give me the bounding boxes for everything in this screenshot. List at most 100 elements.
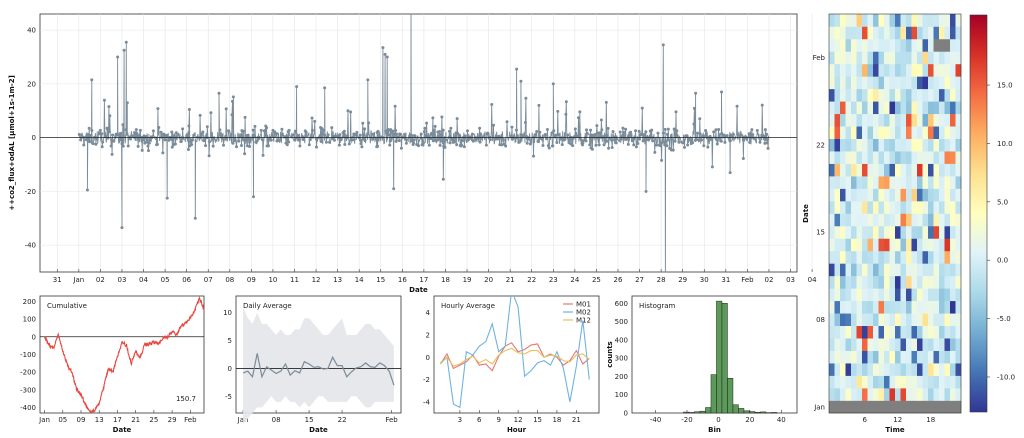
main-data-point [86,133,90,137]
heatmap-cell [900,51,907,65]
heatmap-cell [911,113,918,127]
heatmap-y-tick-label: Feb [813,54,826,62]
heatmap-cell [944,126,951,139]
heatmap-cell [900,225,907,239]
main-data-point [563,137,567,141]
main-data-point [387,133,391,137]
heatmap-cell [911,313,918,327]
colorbar-tick-label: 0.0 [997,257,1008,265]
heatmap-cell [845,188,852,202]
heatmap-cell [900,263,907,277]
main-data-point [252,195,256,199]
main-data-point [304,130,308,134]
heatmap-cell [889,250,896,264]
heatmap-cell [851,176,857,189]
main-data-point [235,145,239,149]
heatmap-cell [851,163,857,177]
main-data-point [629,130,633,134]
heatmap-cell [900,313,907,327]
heatmap-cell [950,163,956,177]
heatmap-cell [862,250,868,264]
heatmap-cell [950,126,956,139]
heatmap-cell [878,238,885,252]
main-data-point [663,143,667,147]
heatmap-cell [939,313,945,327]
heatmap-cell [922,88,929,102]
heatmap-cell [950,176,956,189]
heatmap-cell [889,26,896,40]
main-data-point [492,123,496,127]
heatmap-cell [900,101,907,115]
heatmap-cell [906,238,912,252]
main-data-point [353,132,357,136]
heatmap-cell [950,113,956,127]
main-data-point [602,143,606,147]
main-data-point [624,127,628,131]
heatmap-cell [862,350,868,364]
main-data-point [700,138,704,142]
main-data-point [697,138,701,142]
heatmap-cell [867,151,874,164]
main-data-point [263,128,267,132]
heatmap-cell [862,288,868,302]
heatmap-cell [878,263,885,277]
heatmap-cell [851,213,857,227]
main-data-point [728,171,732,175]
heatmap-cell [895,14,901,27]
heatmap-cell [939,76,945,90]
heatmap-cell [856,388,863,401]
main-data-point [248,144,252,148]
heatmap-cell [867,275,874,289]
heatmap-cell [884,76,890,90]
heatmap-cell [856,101,863,115]
main-data-point [580,143,584,147]
main-data-point [597,131,601,135]
main-data-point [546,144,550,148]
heatmap-cell [928,38,934,52]
heatmap-cell [922,38,929,52]
heatmap-cell [884,375,890,389]
heatmap-cell [900,388,907,401]
heatmap-cell [933,213,940,227]
heatmap-cell [840,63,846,77]
heatmap-cell [906,375,912,389]
hist-x-tick-label: -40 [650,416,661,424]
main-data-point [642,133,646,137]
heatmap-cell [922,313,929,327]
heatmap-cell [939,400,945,414]
heatmap-cell [922,188,929,202]
main-x-tick-label: 18 [441,276,450,284]
heatmap-cell [928,400,934,414]
main-data-point [243,115,247,119]
heatmap-cell [856,176,863,189]
heatmap-cell [851,201,857,214]
heatmap-cell [873,400,879,414]
heatmap-cell [889,375,896,389]
main-data-point [425,121,429,125]
heatmap-cell [845,400,852,414]
heatmap-cell [944,313,951,327]
heatmap-cell [922,213,929,227]
main-data-point [181,127,185,131]
main-data-point [403,132,407,136]
heatmap-cell [900,176,907,189]
heatmap-cell [906,388,912,401]
main-data-point [560,143,564,147]
main-data-point [138,128,142,132]
main-data-point [675,134,679,138]
main-data-point [361,121,365,125]
heatmap-cell [840,14,846,27]
main-data-point [224,107,228,111]
heatmap-cell [911,14,918,27]
main-data-point [706,145,710,149]
main-data-point [478,126,482,130]
main-data-point [310,116,314,120]
main-data-point [339,138,343,142]
main-x-tick-label: 30 [700,276,709,284]
main-data-point [293,138,297,142]
heatmap-cell [928,213,934,227]
main-data-point [504,144,508,148]
heatmap-cell [955,113,962,127]
heatmap-cell [928,263,934,277]
heatmap-cell [950,26,956,40]
